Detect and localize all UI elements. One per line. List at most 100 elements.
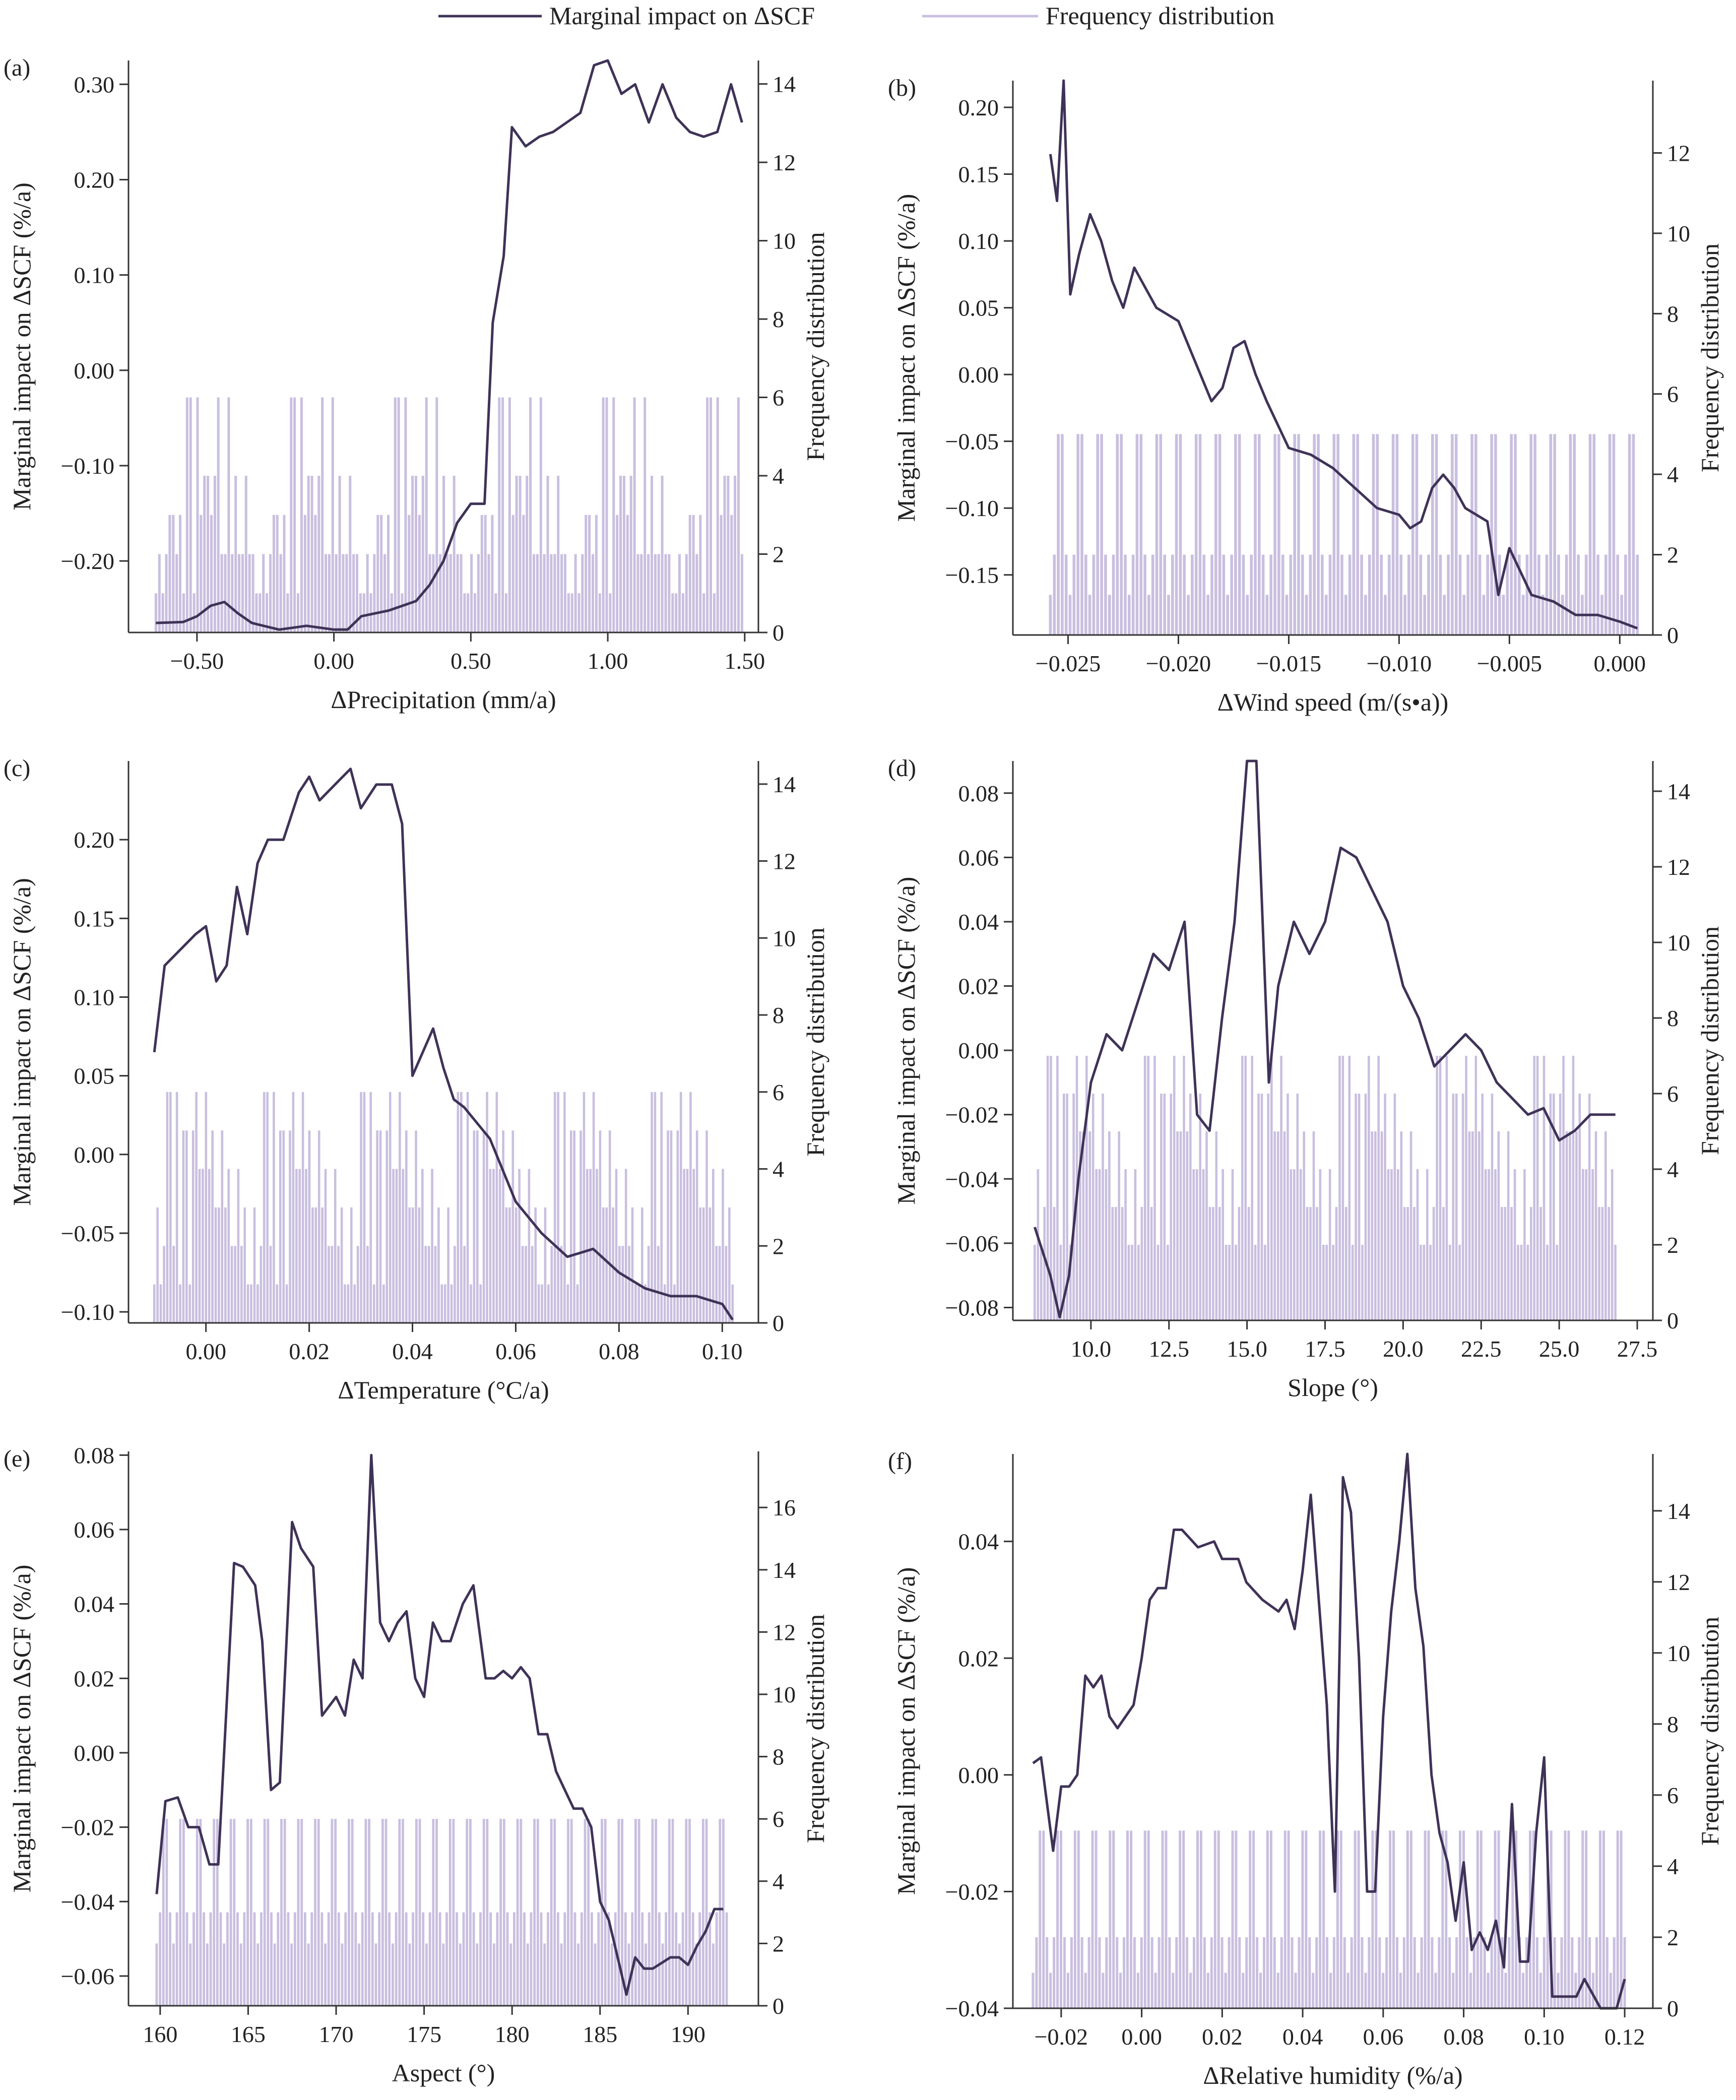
frequency-bar <box>1542 1937 1546 2008</box>
frequency-bar <box>1494 1169 1497 1320</box>
frequency-bar <box>308 1130 311 1323</box>
frequency-bar <box>570 593 573 632</box>
frequency-bar <box>1225 1245 1228 1320</box>
frequency-bar <box>314 515 317 632</box>
frequency-bar <box>1221 1169 1224 1320</box>
frequency-bar <box>597 1912 600 2006</box>
frequency-bar <box>172 1246 175 1323</box>
axes <box>1012 761 1654 1321</box>
frequency-bar <box>189 1943 192 2006</box>
frequency-bar <box>1438 1937 1441 2008</box>
frequency-bar <box>1608 1207 1611 1320</box>
frequency-bar <box>1518 554 1521 635</box>
frequency-bar <box>654 554 657 632</box>
frequency-bar <box>1176 1131 1179 1320</box>
frequency-bar <box>1163 1094 1166 1320</box>
frequency-bar <box>1059 1245 1062 1320</box>
y-tick-label: −0.04 <box>945 1996 999 2021</box>
y2-tick-label: 0 <box>1667 1996 1679 2021</box>
frequency-bar <box>1313 434 1316 635</box>
frequency-bar <box>587 1819 590 2006</box>
frequency-bar <box>740 554 743 632</box>
y-axis-label: Marginal impact on ΔSCF (%/a) <box>8 878 36 1206</box>
frequency-bar <box>381 1819 384 2006</box>
frequency-bar <box>424 1246 427 1323</box>
frequency-bar <box>508 1207 511 1323</box>
frequency-bar <box>397 397 400 632</box>
frequency-bar <box>713 593 716 632</box>
frequency-bar <box>1413 1937 1416 2008</box>
frequency-bar <box>376 515 379 632</box>
frequency-bar <box>617 1819 620 2006</box>
frequency-bar <box>563 1092 566 1323</box>
frequency-bar <box>1096 434 1100 635</box>
frequency-bar <box>408 1207 411 1323</box>
frequency-bar <box>246 1284 249 1323</box>
frequency-bar <box>1064 554 1068 635</box>
frequency-bar <box>349 476 352 632</box>
frequency-bar <box>1549 1094 1552 1320</box>
frequency-bar <box>1573 434 1576 635</box>
frequency-bar <box>1469 1972 1472 2008</box>
frequency-bar <box>249 1819 252 2006</box>
frequency-bar <box>1400 1131 1403 1320</box>
frequency-bar <box>270 1912 273 2006</box>
frequency-bar <box>1539 1207 1542 1320</box>
frequency-bar <box>1341 1056 1344 1320</box>
frequency-bar <box>1172 1972 1175 2008</box>
frequency-bar <box>198 1169 201 1323</box>
frequency-bar <box>1250 554 1253 635</box>
frequency-bar <box>179 1284 181 1323</box>
frequency-bar <box>358 1943 360 2006</box>
frequency-bar <box>1536 1056 1539 1320</box>
frequency-bar <box>1231 1169 1234 1320</box>
y2-tick-label: 6 <box>773 385 784 411</box>
frequency-bar <box>290 397 293 632</box>
frequency-bar <box>725 1246 728 1323</box>
frequency-bar <box>169 1912 171 2006</box>
frequency-bar <box>533 1819 536 2006</box>
frequency-bar <box>1620 1830 1623 2008</box>
frequency-bar <box>1348 554 1352 635</box>
frequency-bar <box>331 1819 334 2006</box>
y-tick-label: −0.04 <box>61 1889 114 1915</box>
frequency-bar <box>553 554 556 632</box>
frequency-bar <box>1601 1207 1604 1320</box>
frequency-bar <box>566 1284 569 1323</box>
frequency-bar <box>1380 554 1383 635</box>
frequency-bar <box>651 1092 653 1323</box>
y2-tick-label: 12 <box>1667 1569 1690 1595</box>
frequency-bar <box>1215 1131 1218 1320</box>
frequency-bar <box>1235 1245 1237 1320</box>
frequency-bar <box>580 1912 583 2006</box>
frequency-bar <box>208 1169 211 1323</box>
frequency-bar <box>1553 1937 1556 2008</box>
frequency-bar <box>1451 434 1454 635</box>
frequency-bar <box>359 593 362 632</box>
frequency-bar <box>1131 554 1135 635</box>
frequency-bar <box>427 1246 430 1323</box>
frequency-bar <box>470 1284 472 1323</box>
frequency-bar <box>1242 1972 1245 2008</box>
frequency-bar <box>443 1284 446 1323</box>
x-tick-label: 22.5 <box>1461 1336 1502 1362</box>
frequency-bar <box>712 1169 715 1323</box>
frequency-bar <box>1455 1937 1458 2008</box>
x-tick-label: −0.005 <box>1477 651 1542 676</box>
frequency-bar <box>692 1169 695 1323</box>
y-tick-label: 0.15 <box>74 906 115 931</box>
y-tick-label: 0.00 <box>74 1142 115 1168</box>
frequency-bar <box>1435 434 1438 635</box>
frequency-bar <box>337 1912 340 2006</box>
y-tick-label: 0.15 <box>958 162 999 187</box>
frequency-bar <box>612 1207 614 1323</box>
frequency-bar <box>209 1912 212 2006</box>
frequency-bar <box>691 1912 694 2006</box>
frequency-bar <box>236 1912 239 2006</box>
frequency-bar <box>675 593 678 632</box>
frequency-bar <box>218 1207 220 1323</box>
frequency-bar <box>1434 1972 1437 2008</box>
frequency-bar <box>1474 434 1477 635</box>
frequency-bar <box>1056 1830 1059 2008</box>
frequency-bar <box>1072 554 1076 635</box>
